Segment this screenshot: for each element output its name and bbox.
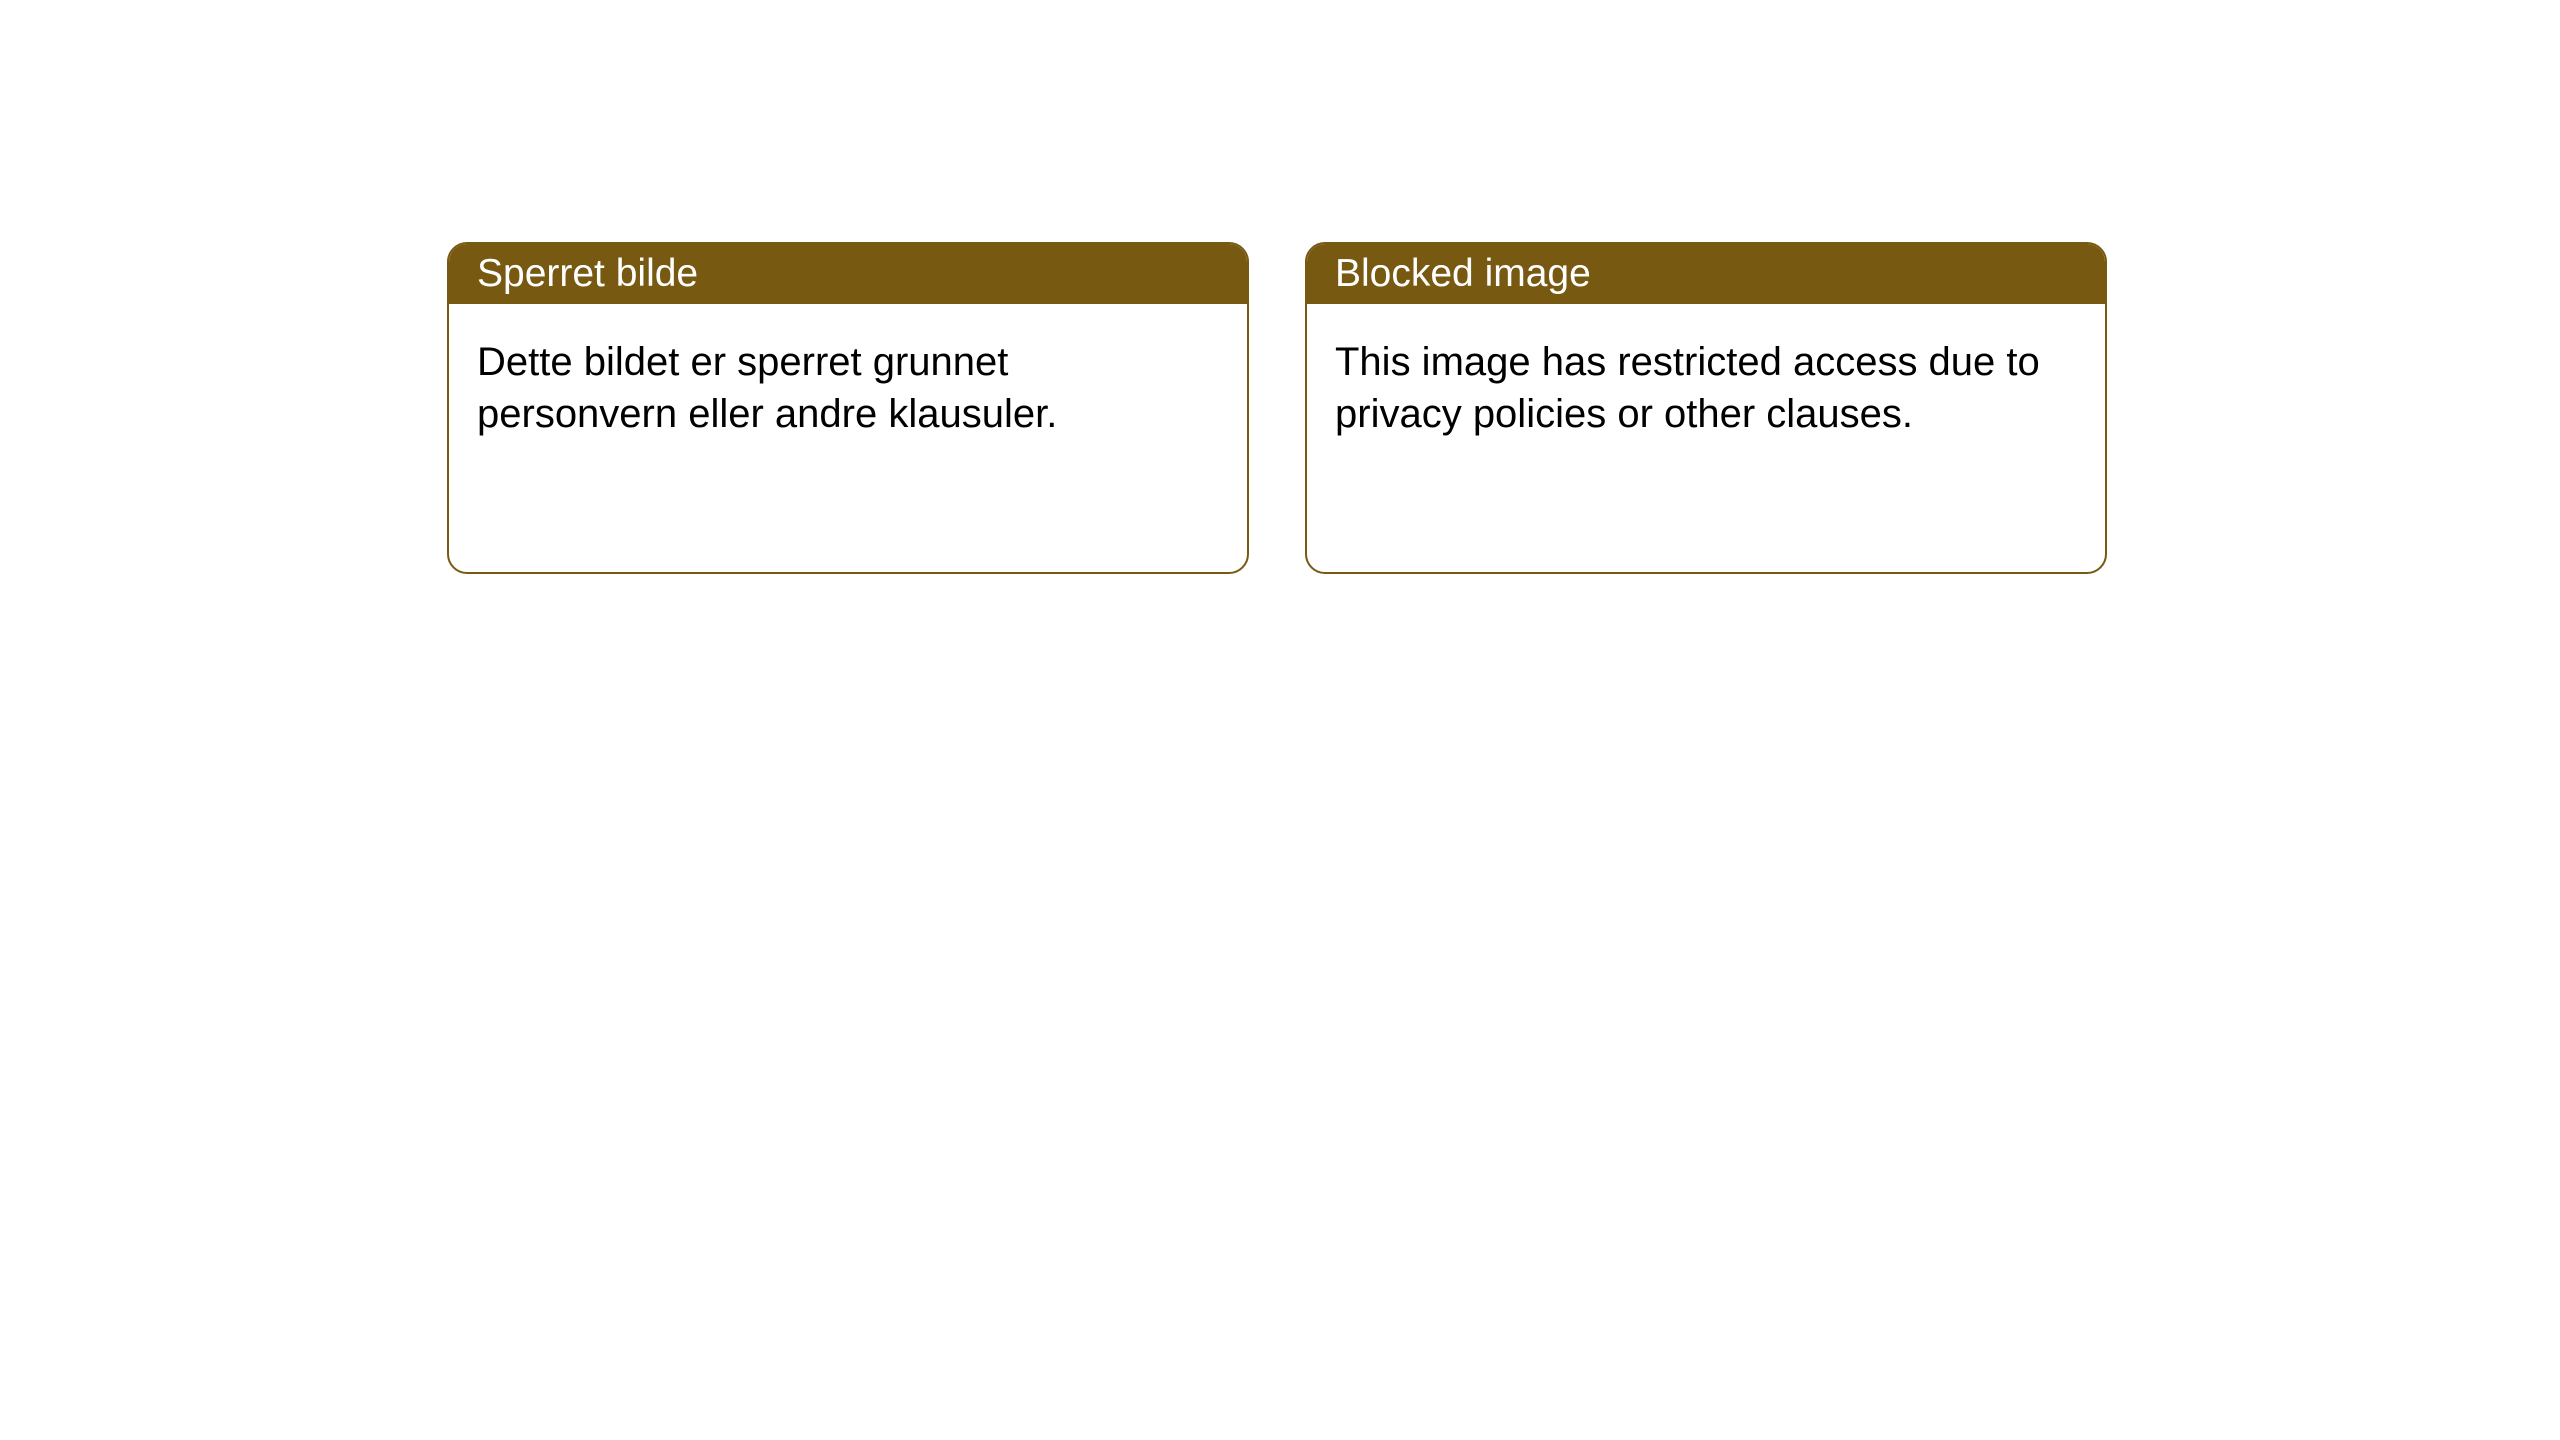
blocked-image-card-english: Blocked image This image has restricted … [1305, 242, 2107, 574]
card-body-text: This image has restricted access due to … [1335, 336, 2077, 440]
cards-container: Sperret bilde Dette bildet er sperret gr… [0, 0, 2560, 574]
card-title: Sperret bilde [477, 252, 698, 296]
blocked-image-card-norwegian: Sperret bilde Dette bildet er sperret gr… [447, 242, 1249, 574]
card-title: Blocked image [1335, 252, 1591, 296]
card-body: This image has restricted access due to … [1307, 304, 2105, 472]
card-header: Sperret bilde [449, 244, 1247, 304]
card-body-text: Dette bildet er sperret grunnet personve… [477, 336, 1219, 440]
card-header: Blocked image [1307, 244, 2105, 304]
card-body: Dette bildet er sperret grunnet personve… [449, 304, 1247, 472]
